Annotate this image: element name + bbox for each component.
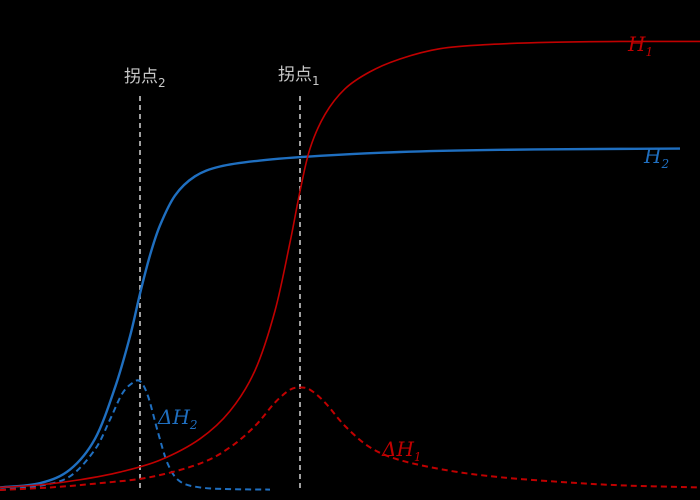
h2-series-label: H2: [643, 144, 669, 171]
delta-h1-label-main: ΔH: [381, 437, 414, 461]
delta-h2-label-sub: 2: [189, 418, 198, 432]
delta-h2-series-line: [0, 379, 271, 491]
h1-label-sub: 1: [645, 45, 653, 59]
delta-h1-series-line: [0, 386, 700, 491]
h2-label-main: H: [643, 144, 662, 168]
h2-label-sub: 2: [660, 157, 669, 171]
inflection-1-label-main: 拐点: [278, 65, 312, 85]
inflection-2-label: 拐点2: [124, 67, 166, 90]
delta-h1-series-label: ΔH1: [381, 437, 422, 464]
inflection-1-label: 拐点1: [278, 65, 320, 88]
h2-series-line: [0, 147, 681, 489]
delta-h1-label-sub: 1: [414, 450, 422, 464]
inflection-1-label-sub: 1: [312, 74, 320, 88]
inflection-2-label-main: 拐点: [124, 67, 158, 87]
inflection-2-label-sub: 2: [158, 76, 166, 90]
delta-h2-series-label: ΔH2: [157, 405, 198, 432]
h1-label-main: H: [627, 32, 646, 56]
h1-series-label: H1: [627, 32, 653, 59]
h1-series-line: [0, 40, 700, 489]
delta-h2-label-main: ΔH: [157, 405, 190, 429]
